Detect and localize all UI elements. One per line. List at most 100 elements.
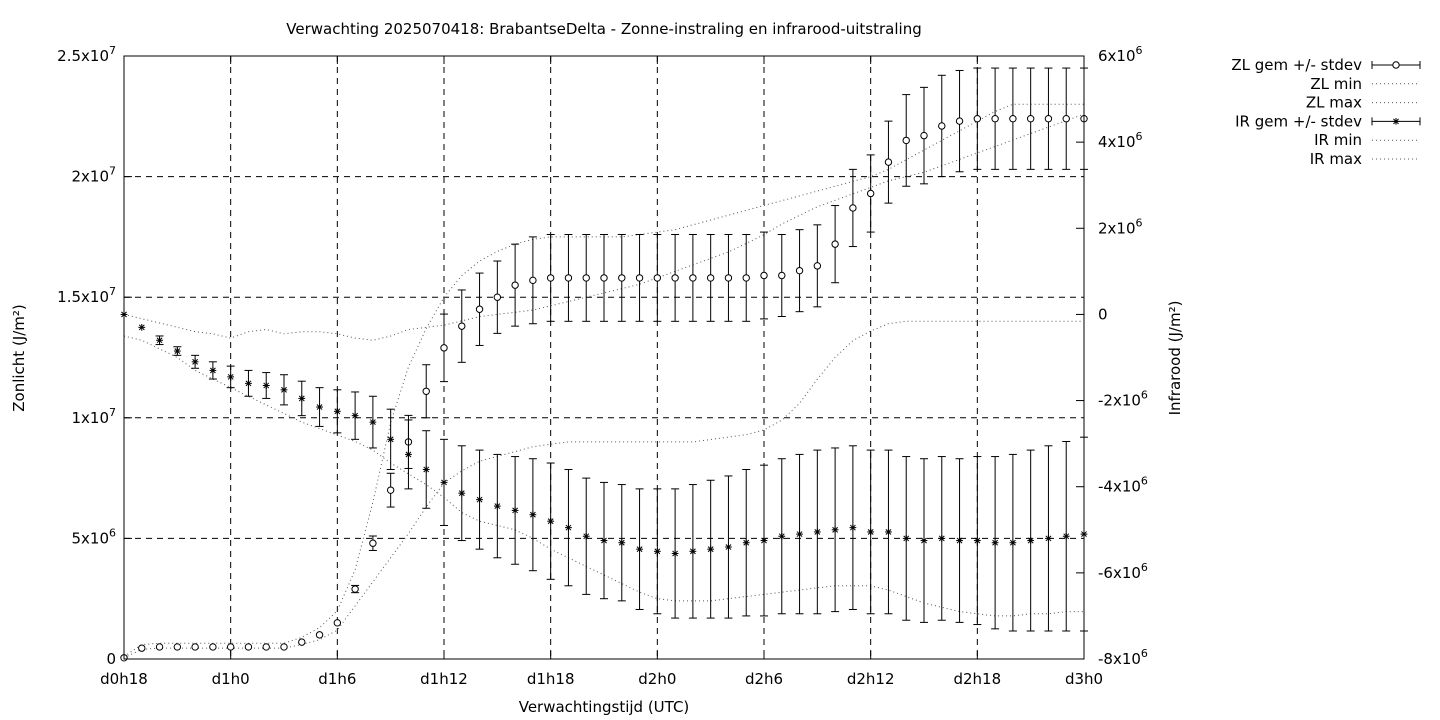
data-point bbox=[298, 638, 306, 646]
x-tick-label: d1h0 bbox=[212, 670, 250, 688]
data-point bbox=[1026, 115, 1035, 123]
data-point bbox=[991, 539, 999, 547]
data-point bbox=[795, 266, 804, 275]
x-tick-label: d2h6 bbox=[745, 670, 783, 688]
x-tick-label: d0h18 bbox=[100, 670, 148, 688]
data-point bbox=[725, 543, 732, 551]
series-ir-max bbox=[123, 113, 1085, 341]
legend-label: ZL min bbox=[1310, 75, 1362, 93]
data-point bbox=[440, 479, 448, 486]
data-point bbox=[565, 524, 572, 532]
data-point bbox=[138, 323, 146, 331]
data-point bbox=[760, 271, 768, 280]
data-point bbox=[671, 274, 679, 282]
data-point bbox=[1062, 532, 1070, 540]
y2-tick-label: 2x106 bbox=[1098, 216, 1143, 237]
data-point bbox=[209, 367, 217, 374]
data-point bbox=[582, 532, 590, 540]
data-point bbox=[351, 412, 359, 420]
data-point bbox=[138, 644, 146, 652]
data-point bbox=[1044, 115, 1053, 123]
data-point bbox=[778, 271, 786, 280]
y-tick-label: 0 bbox=[106, 650, 116, 668]
legend-item: ZL max bbox=[1306, 94, 1420, 112]
data-point bbox=[689, 547, 697, 555]
data-point bbox=[742, 539, 750, 547]
data-point bbox=[920, 131, 928, 140]
data-point bbox=[280, 643, 288, 651]
y2-tick-label: -4x106 bbox=[1098, 475, 1148, 496]
legend-label: IR max bbox=[1310, 150, 1362, 168]
x-tick-label: d1h18 bbox=[527, 670, 575, 688]
data-point bbox=[1009, 539, 1017, 547]
data-point bbox=[226, 643, 235, 651]
legend-item: IR min bbox=[1314, 131, 1420, 149]
data-point bbox=[920, 537, 928, 544]
data-point bbox=[689, 274, 697, 282]
data-point bbox=[511, 507, 519, 514]
data-point bbox=[866, 189, 875, 198]
y-axis-left: 0 5x106 1x107 1.5x107 2x107 2.5x107 bbox=[57, 44, 132, 668]
data-point bbox=[867, 528, 875, 536]
y2-tick-label: -2x106 bbox=[1098, 389, 1148, 410]
data-point bbox=[422, 387, 430, 395]
data-point bbox=[600, 537, 608, 544]
data-point bbox=[351, 585, 359, 593]
data-point bbox=[173, 347, 181, 355]
data-point bbox=[1062, 115, 1070, 123]
data-point bbox=[796, 530, 803, 538]
data-point bbox=[831, 526, 839, 534]
data-point bbox=[849, 204, 857, 212]
x-axis: d0h18 d1h0 d1h6 d1h12 d1h18 d2h0 d2h6 d2h12 d2h1… bbox=[100, 56, 1103, 688]
data-point bbox=[760, 537, 768, 544]
legend-label: ZL gem +/- stdev bbox=[1231, 56, 1362, 74]
data-point bbox=[333, 407, 341, 415]
data-point bbox=[244, 643, 253, 651]
data-point bbox=[440, 344, 448, 352]
data-point bbox=[813, 528, 821, 536]
data-point bbox=[884, 158, 893, 166]
data-point bbox=[778, 532, 786, 540]
data-point bbox=[653, 547, 661, 555]
x-tick-label: d3h0 bbox=[1065, 670, 1103, 688]
y2-tick-label: -6x106 bbox=[1098, 561, 1148, 582]
data-point bbox=[422, 466, 430, 473]
data-point bbox=[618, 274, 626, 282]
y2-tick-label: 4x106 bbox=[1098, 130, 1143, 151]
data-point bbox=[458, 489, 466, 497]
data-point bbox=[298, 395, 306, 402]
data-point bbox=[938, 122, 946, 130]
data-point bbox=[458, 322, 466, 330]
data-point bbox=[1045, 535, 1052, 542]
x-tick-label: d2h0 bbox=[638, 670, 676, 688]
legend-marker bbox=[1392, 61, 1400, 69]
data-point bbox=[973, 537, 981, 544]
x-axis-label: Verwachtingstijd (UTC) bbox=[519, 698, 690, 716]
data-point bbox=[547, 517, 555, 525]
data-point bbox=[529, 511, 537, 519]
legend-item: IR gem +/- stdev bbox=[1235, 112, 1421, 130]
data-point bbox=[582, 274, 590, 282]
data-point bbox=[902, 136, 910, 145]
data-point bbox=[315, 631, 324, 639]
data-point bbox=[813, 262, 822, 270]
data-point bbox=[706, 274, 715, 282]
y2-axis-label: Infrarood (J/m²) bbox=[1166, 301, 1184, 416]
data-point bbox=[173, 643, 182, 651]
data-point bbox=[493, 293, 502, 301]
data-point bbox=[387, 435, 395, 443]
y-axis-right: -8x106 -6x106 -4x106 -2x106 0 2x106 4x106 6x106 bbox=[1076, 44, 1148, 668]
data-point bbox=[635, 274, 644, 282]
data-point bbox=[938, 535, 946, 542]
data-point bbox=[227, 373, 235, 381]
series-layer bbox=[120, 67, 1088, 662]
y2-tick-label: 0 bbox=[1098, 305, 1108, 323]
data-point bbox=[956, 537, 963, 544]
data-point bbox=[369, 539, 377, 547]
x-tick-label: d1h6 bbox=[318, 670, 356, 688]
data-point bbox=[316, 403, 323, 411]
x-tick-label: d2h18 bbox=[953, 670, 1001, 688]
y-tick-label: 1x107 bbox=[71, 406, 116, 427]
data-point bbox=[156, 336, 163, 344]
